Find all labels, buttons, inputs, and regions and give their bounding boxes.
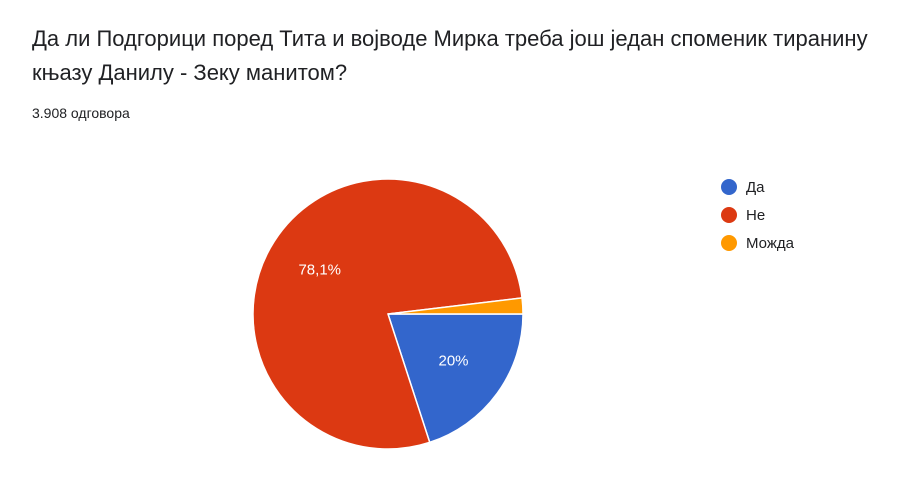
legend-label: Не — [746, 207, 765, 224]
legend-marker — [721, 179, 737, 195]
pie-slice — [252, 178, 523, 450]
legend-marker — [721, 235, 737, 251]
slice-label: 20% — [439, 353, 469, 370]
slice-label: 78,1% — [298, 261, 341, 278]
legend-label: Можда — [746, 235, 795, 252]
pie-slice — [386, 313, 524, 444]
chart-title: Да ли Подгорици поред Тита и војводе Мир… — [32, 26, 868, 85]
legend-marker — [721, 207, 737, 223]
pie-slice — [387, 297, 524, 315]
response-count: 3.908 одговора — [32, 105, 130, 121]
legend-label: Да — [746, 179, 765, 196]
